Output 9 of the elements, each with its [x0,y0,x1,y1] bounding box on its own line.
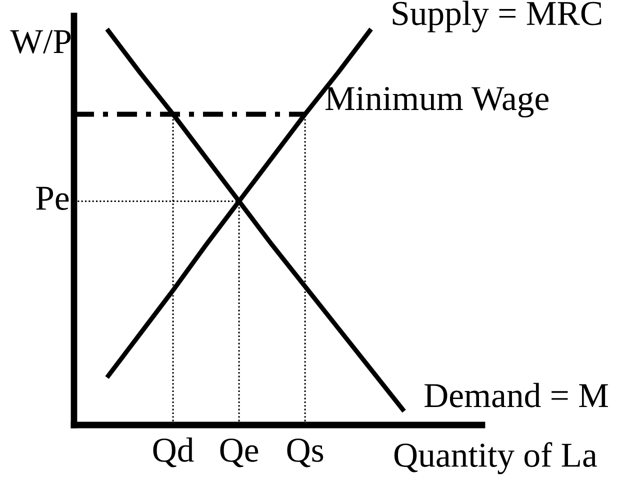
series-label: Pe [36,186,69,210]
series-label: Supply = MRC [392,0,602,32]
x-tick-label: Qe [220,438,258,468]
series-label: Minimum Wage [326,86,548,118]
y-axis-title: W/P [10,30,71,54]
x-axis-title: Quantity of La [394,442,597,474]
series-label: Demand = M [424,382,608,408]
x-tick-label: Qd [153,438,194,468]
x-tick-label: Qs [287,438,324,468]
